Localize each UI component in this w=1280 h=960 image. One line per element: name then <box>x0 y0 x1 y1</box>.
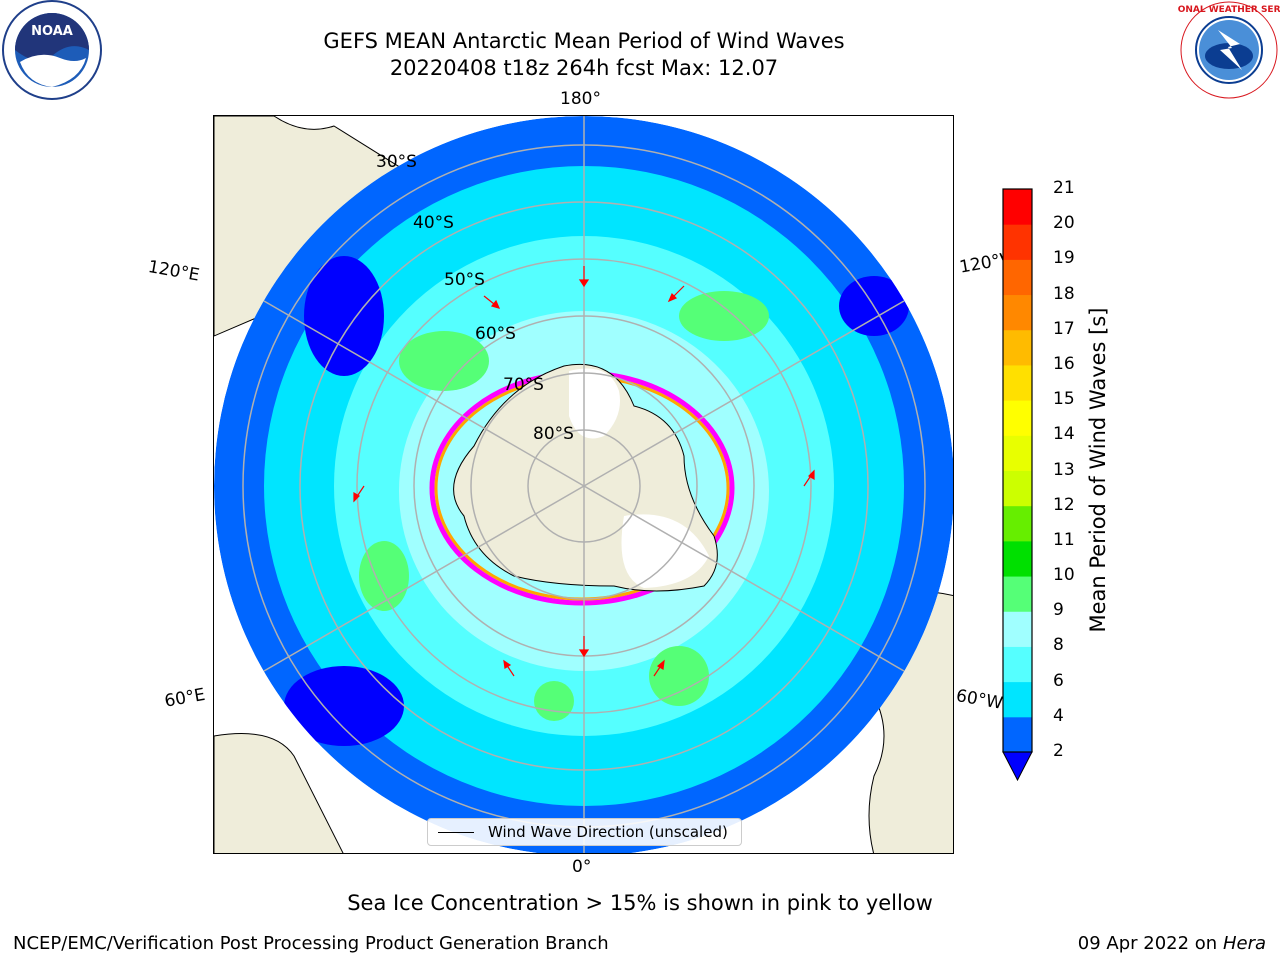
map-canvas <box>214 116 953 853</box>
noaa-logo-text: NOAA <box>31 24 73 39</box>
colorbar-segment <box>1003 329 1032 366</box>
noaa-logo: NOAA <box>2 0 102 100</box>
colorbar <box>1002 188 1033 782</box>
lat-label-40s: 40°S <box>413 213 454 233</box>
credit-right: 09 Apr 2022 on Hera <box>1078 933 1266 954</box>
colorbar-tick-label: 9 <box>1053 600 1064 621</box>
chart-subtitle: 20220408 t18z 264h fcst Max: 12.07 <box>389 56 779 80</box>
colorbar-tick-label: 6 <box>1053 670 1064 691</box>
legend-line-swatch <box>438 831 474 833</box>
colorbar-tick-label: 15 <box>1053 389 1075 410</box>
lat-label-80s: 80°S <box>533 424 574 444</box>
colorbar-segment <box>1003 400 1032 436</box>
colorbar-segment <box>1003 470 1032 507</box>
green-patch-4 <box>359 541 409 611</box>
lat-label-50s: 50°S <box>444 270 485 290</box>
colorbar-outline <box>1002 188 1033 753</box>
graticule <box>242 116 926 853</box>
colorbar-tick-label: 17 <box>1053 318 1075 339</box>
colorbar-segment <box>1003 259 1032 296</box>
nws-logo: NATIONAL WEATHER SERVICE <box>1178 1 1280 99</box>
lon-label-60e: 60°E <box>163 684 207 712</box>
colorbar-segment <box>1003 646 1032 683</box>
lat-label-70s: 70°S <box>503 375 544 395</box>
nws-logo-text: NATIONAL WEATHER SERVICE <box>1178 5 1280 15</box>
lon-label-120e: 120°E <box>146 257 201 286</box>
sea-ice-caption: Sea Ice Concentration > 15% is shown in … <box>347 891 933 915</box>
colorbar-tick-label: 20 <box>1053 213 1075 234</box>
colorbar-tick-label: 8 <box>1053 635 1064 656</box>
colorbar-segment <box>1003 189 1032 225</box>
colorbar-segment <box>1003 364 1032 401</box>
credit-host: Hera <box>1222 933 1266 954</box>
colorbar-tick-labels: 2 4 6 8 9 10 11 12 13 14 15 16 17 18 19 20 21 <box>1035 178 1095 780</box>
credit-date: 09 Apr 2022 on <box>1077 933 1223 954</box>
colorbar-segment <box>1003 576 1032 612</box>
legend-label: Wind Wave Direction (unscaled) <box>488 823 728 841</box>
colorbar-segment <box>1003 681 1032 718</box>
colorbar-tick-label: 14 <box>1053 424 1075 445</box>
colorbar-segment <box>1003 540 1032 577</box>
colorbar-tick-label: 12 <box>1053 494 1075 515</box>
deep-blue-patch-2 <box>284 666 404 746</box>
colorbar-segment <box>1003 224 1032 260</box>
lon-label-0: 0° <box>572 857 592 877</box>
colorbar-tick-label: 16 <box>1053 353 1075 374</box>
colorbar-tick-label: 18 <box>1053 283 1075 304</box>
colorbar-tick-label: 19 <box>1053 248 1075 269</box>
colorbar-tick-label: 21 <box>1053 178 1075 198</box>
wind-wave-arrows <box>353 266 815 677</box>
land-africa <box>214 733 344 853</box>
deep-blue-patch-1 <box>304 256 384 376</box>
colorbar-extend-arrow <box>1002 751 1033 782</box>
green-patch-5 <box>534 681 574 721</box>
chart-title: GEFS MEAN Antarctic Mean Period of Wind … <box>323 29 845 53</box>
colorbar-tick-label: 11 <box>1053 529 1075 550</box>
green-patch-1 <box>399 331 489 391</box>
colorbar-segment <box>1003 505 1032 542</box>
map-legend: Wind Wave Direction (unscaled) <box>427 818 742 846</box>
colorbar-segment <box>1003 294 1032 331</box>
credit-left: NCEP/EMC/Verification Post Processing Pr… <box>13 933 609 954</box>
lon-label-180: 180° <box>560 89 601 109</box>
polar-map <box>213 115 954 854</box>
colorbar-segments <box>1003 189 1032 753</box>
ice-shelf-ross <box>569 368 620 439</box>
lat-label-30s: 30°S <box>376 152 417 172</box>
colorbar-tick-label: 2 <box>1053 741 1064 761</box>
colorbar-segment <box>1003 716 1032 753</box>
colorbar-tick-label: 13 <box>1053 459 1075 480</box>
green-patch-2 <box>679 291 769 341</box>
colorbar-tick-label: 10 <box>1053 565 1075 586</box>
green-patch-3 <box>649 646 709 706</box>
colorbar-tick-label: 4 <box>1053 705 1064 726</box>
lat-label-60s: 60°S <box>475 324 516 344</box>
colorbar-title-text: Mean Period of Wind Waves [s] <box>1086 307 1110 633</box>
colorbar-segment <box>1003 611 1032 647</box>
colorbar-segment <box>1003 435 1032 471</box>
